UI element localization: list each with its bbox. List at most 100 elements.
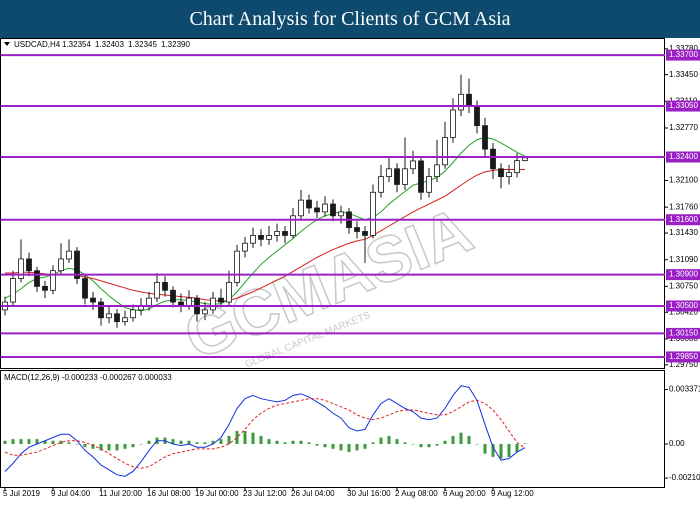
level-label: 1.29850	[669, 352, 698, 361]
y-tick-label: 1.31760	[669, 202, 698, 211]
level-label-box	[666, 151, 700, 163]
candle-body	[522, 157, 528, 162]
x-tick-label: 11 Jul 20:00	[99, 489, 143, 498]
candle-body	[442, 137, 448, 166]
histogram-bar	[395, 439, 399, 444]
candle-body	[202, 309, 208, 315]
candle-body	[410, 160, 416, 170]
histogram-bar	[499, 443, 503, 459]
histogram-bar	[307, 442, 311, 444]
histogram-bar	[323, 443, 327, 448]
x-tick-label: 30 Jul 16:00	[347, 489, 391, 498]
moving-average	[5, 169, 525, 302]
histogram-bar	[43, 440, 47, 444]
histogram-bar	[291, 440, 295, 444]
candle-body	[154, 282, 160, 299]
candle-body	[426, 176, 432, 193]
histogram-bar	[459, 432, 463, 444]
histogram-bar	[387, 435, 391, 444]
quote-value: 1.32354	[62, 40, 91, 49]
histogram-bar	[3, 440, 7, 444]
histogram-bar	[339, 443, 343, 451]
histogram-bar	[67, 442, 71, 444]
level-label: 1.33700	[669, 50, 698, 59]
y-tick-label: 1.33450	[669, 70, 698, 79]
histogram-bar	[195, 442, 199, 444]
histogram-bar	[515, 443, 519, 453]
histogram-bar	[19, 439, 23, 444]
candle-body	[338, 211, 344, 217]
histogram-bar	[467, 435, 471, 444]
candle-body	[250, 235, 256, 244]
histogram-bar	[315, 443, 319, 446]
x-tick-label: 6 Aug 20:00	[443, 489, 486, 498]
candle-body	[450, 109, 456, 138]
candle-body	[74, 250, 80, 279]
symbol-icon	[4, 42, 10, 46]
y-tick-label: -0.002108	[669, 473, 700, 482]
y-tick-label: 0.003371	[669, 385, 700, 394]
candle-body	[34, 270, 40, 287]
histogram-bar	[227, 435, 231, 444]
candle-body	[306, 199, 312, 209]
candle-body	[418, 160, 424, 193]
candle-body	[218, 297, 224, 303]
histogram-bar	[299, 440, 303, 444]
candle-body	[274, 231, 280, 236]
y-tick-label: 1.29750	[669, 360, 698, 369]
histogram-bar	[403, 442, 407, 444]
candle-body	[498, 168, 504, 178]
histogram-bar	[363, 443, 367, 449]
histogram-bar	[491, 443, 495, 457]
level-label-box	[666, 100, 700, 112]
level-label-box	[666, 300, 700, 312]
level-label: 1.31600	[669, 215, 698, 224]
histogram-bar	[475, 443, 479, 445]
candle-body	[282, 231, 288, 236]
level-label-box	[666, 214, 700, 226]
candle-body	[466, 93, 472, 107]
y-tick-label: 1.32770	[669, 123, 698, 132]
chart: USDCAD,H4 MACD(12,26,9) -0.000233 -0.000…	[0, 38, 700, 498]
histogram-bar	[187, 440, 191, 444]
histogram-bar	[107, 443, 111, 451]
histogram-bar	[123, 443, 127, 449]
candle-body	[354, 227, 360, 232]
histogram-bar	[179, 440, 183, 444]
histogram-bar	[203, 442, 207, 444]
histogram-bar	[147, 440, 151, 444]
histogram-bar	[211, 440, 215, 444]
title: Chart Analysis for Clients of GCM Asia	[189, 7, 511, 30]
candle-body	[146, 297, 152, 307]
histogram-bar	[251, 432, 255, 444]
histogram-bar	[427, 443, 431, 448]
histogram-bar	[355, 443, 359, 451]
histogram-bar	[51, 440, 55, 444]
histogram-bar	[507, 443, 511, 457]
x-tick-label: 9 Aug 12:00	[491, 489, 534, 498]
price-panel	[0, 38, 665, 369]
candle-body	[402, 168, 408, 185]
candle-body	[26, 258, 32, 272]
candle-body	[434, 164, 440, 178]
level-label: 1.30900	[669, 270, 698, 279]
histogram-bar	[443, 440, 447, 444]
candle-body	[458, 93, 464, 111]
candle-body	[482, 125, 488, 150]
y-tick-label: 1.31090	[669, 255, 698, 264]
histogram-bar	[451, 435, 455, 444]
candle-body	[330, 203, 336, 217]
candle-body	[506, 172, 512, 178]
candle-body	[514, 160, 520, 174]
candle-body	[106, 313, 112, 319]
candle-body	[170, 289, 176, 303]
level-label-box	[666, 327, 700, 339]
y-tick-label: 1.31430	[669, 228, 698, 237]
histogram-bar	[35, 439, 39, 444]
histogram-bar	[411, 443, 415, 445]
candle-body	[162, 282, 168, 291]
candle-body	[66, 250, 72, 260]
x-tick-label: 16 Jul 08:00	[147, 489, 191, 498]
candle-body	[58, 258, 64, 272]
candle-body	[98, 301, 104, 319]
